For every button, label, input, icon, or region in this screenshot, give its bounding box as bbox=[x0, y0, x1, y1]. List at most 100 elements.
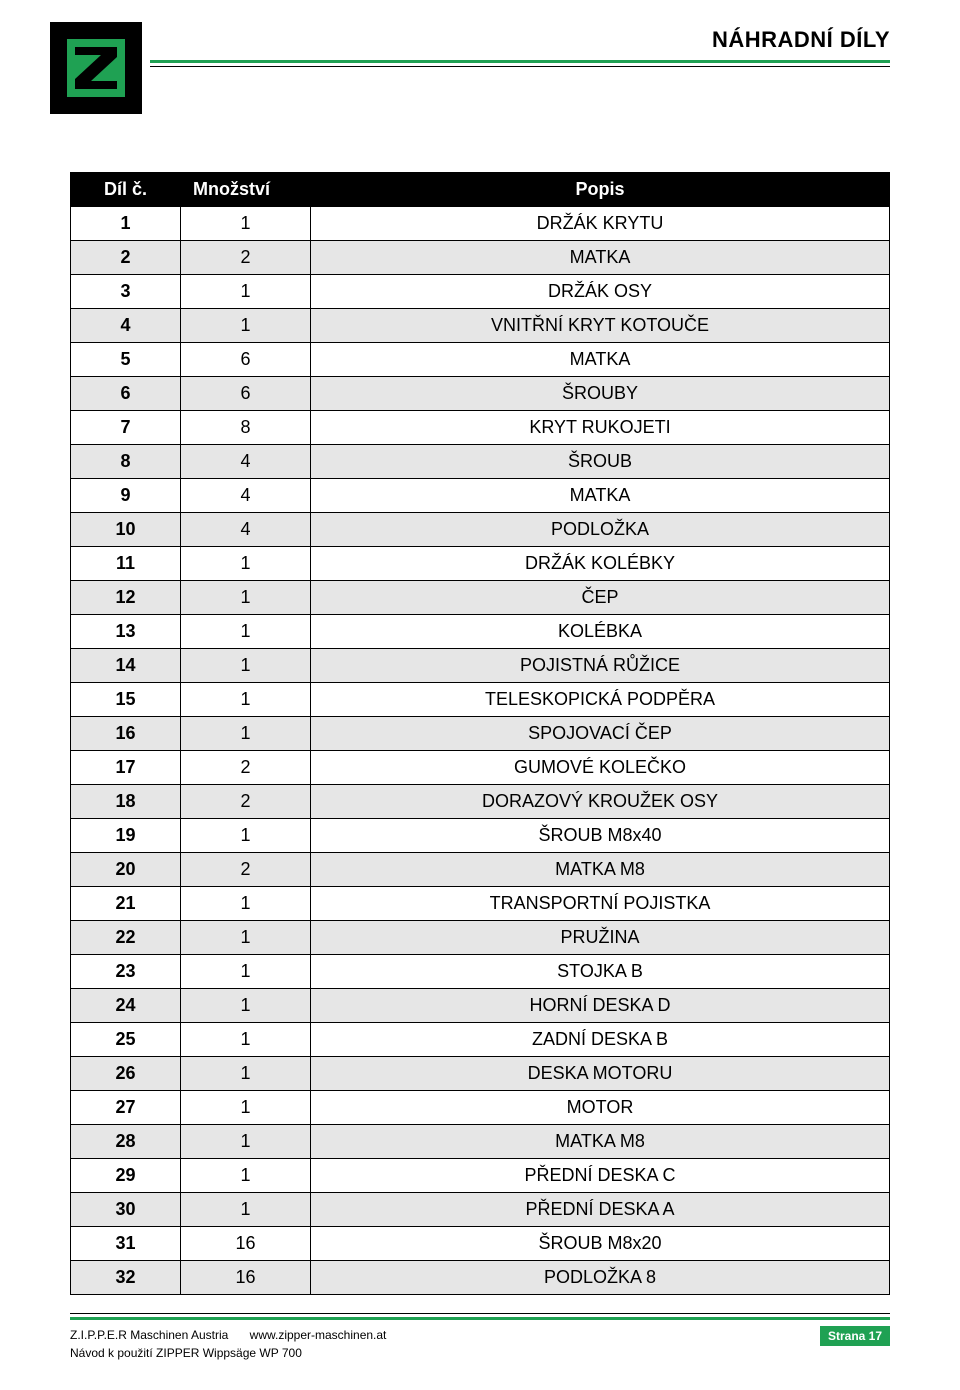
table-row: 291PŘEDNÍ DESKA C bbox=[71, 1159, 890, 1193]
header-rule-green bbox=[150, 60, 890, 63]
table-row: 94MATKA bbox=[71, 479, 890, 513]
cell-part-number: 29 bbox=[71, 1159, 181, 1193]
table-row: 281MATKA M8 bbox=[71, 1125, 890, 1159]
cell-description: PRUŽINA bbox=[311, 921, 890, 955]
cell-qty: 1 bbox=[181, 887, 311, 921]
cell-description: VNITŘNÍ KRYT KOTOUČE bbox=[311, 309, 890, 343]
cell-part-number: 22 bbox=[71, 921, 181, 955]
cell-description: DRŽÁK KOLÉBKY bbox=[311, 547, 890, 581]
cell-description: TELESKOPICKÁ PODPĚRA bbox=[311, 683, 890, 717]
cell-qty: 16 bbox=[181, 1227, 311, 1261]
table-row: 141POJISTNÁ RŮŽICE bbox=[71, 649, 890, 683]
cell-description: MATKA bbox=[311, 479, 890, 513]
cell-description: MATKA bbox=[311, 343, 890, 377]
cell-description: MATKA bbox=[311, 241, 890, 275]
table-row: 151TELESKOPICKÁ PODPĚRA bbox=[71, 683, 890, 717]
cell-description: MATKA M8 bbox=[311, 853, 890, 887]
footer-url: www.zipper-maschinen.at bbox=[250, 1328, 387, 1342]
cell-part-number: 7 bbox=[71, 411, 181, 445]
cell-part-number: 5 bbox=[71, 343, 181, 377]
table-row: 3116ŠROUB M8x20 bbox=[71, 1227, 890, 1261]
page-header: NÁHRADNÍ DÍLY bbox=[70, 32, 890, 142]
cell-qty: 1 bbox=[181, 207, 311, 241]
cell-qty: 1 bbox=[181, 309, 311, 343]
cell-part-number: 19 bbox=[71, 819, 181, 853]
cell-qty: 1 bbox=[181, 683, 311, 717]
cell-part-number: 16 bbox=[71, 717, 181, 751]
col-header-number: Díl č. bbox=[71, 173, 181, 207]
cell-description: SPOJOVACÍ ČEP bbox=[311, 717, 890, 751]
table-row: 104PODLOŽKA bbox=[71, 513, 890, 547]
footer-left: Z.I.P.P.E.R Maschinen Austria www.zipper… bbox=[70, 1326, 386, 1362]
cell-part-number: 24 bbox=[71, 989, 181, 1023]
cell-description: GUMOVÉ KOLEČKO bbox=[311, 751, 890, 785]
cell-part-number: 31 bbox=[71, 1227, 181, 1261]
cell-description: DORAZOVÝ KROUŽEK OSY bbox=[311, 785, 890, 819]
cell-part-number: 8 bbox=[71, 445, 181, 479]
cell-part-number: 17 bbox=[71, 751, 181, 785]
cell-qty: 1 bbox=[181, 547, 311, 581]
cell-description: DRŽÁK OSY bbox=[311, 275, 890, 309]
cell-part-number: 23 bbox=[71, 955, 181, 989]
table-row: 121ČEP bbox=[71, 581, 890, 615]
cell-part-number: 30 bbox=[71, 1193, 181, 1227]
cell-description: ŠROUB bbox=[311, 445, 890, 479]
cell-part-number: 12 bbox=[71, 581, 181, 615]
cell-description: KOLÉBKA bbox=[311, 615, 890, 649]
table-row: 221PRUŽINA bbox=[71, 921, 890, 955]
table-row: 271MOTOR bbox=[71, 1091, 890, 1125]
cell-qty: 2 bbox=[181, 785, 311, 819]
table-header: Díl č. Množství Popis bbox=[71, 173, 890, 207]
col-header-qty: Množství bbox=[181, 173, 311, 207]
cell-qty: 1 bbox=[181, 921, 311, 955]
cell-part-number: 25 bbox=[71, 1023, 181, 1057]
footer-row: Z.I.P.P.E.R Maschinen Austria www.zipper… bbox=[70, 1326, 890, 1362]
footer-rule-green bbox=[70, 1317, 890, 1320]
cell-description: POJISTNÁ RŮŽICE bbox=[311, 649, 890, 683]
cell-description: HORNÍ DESKA D bbox=[311, 989, 890, 1023]
cell-description: ŠROUBY bbox=[311, 377, 890, 411]
cell-description: ŠROUB M8x20 bbox=[311, 1227, 890, 1261]
cell-qty: 1 bbox=[181, 649, 311, 683]
cell-part-number: 18 bbox=[71, 785, 181, 819]
cell-description: ZADNÍ DESKA B bbox=[311, 1023, 890, 1057]
cell-part-number: 32 bbox=[71, 1261, 181, 1295]
table-row: 11DRŽÁK KRYTU bbox=[71, 207, 890, 241]
table-row: 22MATKA bbox=[71, 241, 890, 275]
table-row: 161SPOJOVACÍ ČEP bbox=[71, 717, 890, 751]
col-header-desc: Popis bbox=[311, 173, 890, 207]
footer-rule-black bbox=[70, 1313, 890, 1314]
table-row: 31DRŽÁK OSY bbox=[71, 275, 890, 309]
cell-part-number: 4 bbox=[71, 309, 181, 343]
cell-part-number: 14 bbox=[71, 649, 181, 683]
cell-part-number: 9 bbox=[71, 479, 181, 513]
page: NÁHRADNÍ DÍLY Díl č. Množství Popis 11DR… bbox=[0, 0, 960, 1390]
cell-qty: 1 bbox=[181, 275, 311, 309]
cell-part-number: 10 bbox=[71, 513, 181, 547]
cell-qty: 1 bbox=[181, 1193, 311, 1227]
cell-qty: 2 bbox=[181, 751, 311, 785]
page-footer: Z.I.P.P.E.R Maschinen Austria www.zipper… bbox=[70, 1313, 890, 1362]
cell-qty: 6 bbox=[181, 377, 311, 411]
cell-part-number: 20 bbox=[71, 853, 181, 887]
cell-qty: 1 bbox=[181, 1057, 311, 1091]
cell-qty: 1 bbox=[181, 989, 311, 1023]
cell-part-number: 6 bbox=[71, 377, 181, 411]
cell-description: TRANSPORTNÍ POJISTKA bbox=[311, 887, 890, 921]
cell-qty: 16 bbox=[181, 1261, 311, 1295]
cell-qty: 2 bbox=[181, 853, 311, 887]
table-row: 66ŠROUBY bbox=[71, 377, 890, 411]
table-row: 172GUMOVÉ KOLEČKO bbox=[71, 751, 890, 785]
cell-qty: 1 bbox=[181, 1159, 311, 1193]
cell-description: PŘEDNÍ DESKA A bbox=[311, 1193, 890, 1227]
cell-qty: 4 bbox=[181, 445, 311, 479]
cell-description: PODLOŽKA 8 bbox=[311, 1261, 890, 1295]
cell-description: STOJKA B bbox=[311, 955, 890, 989]
table-row: 231STOJKA B bbox=[71, 955, 890, 989]
table-row: 78KRYT RUKOJETI bbox=[71, 411, 890, 445]
section-title: NÁHRADNÍ DÍLY bbox=[712, 27, 890, 53]
cell-qty: 1 bbox=[181, 615, 311, 649]
cell-qty: 1 bbox=[181, 1023, 311, 1057]
table-row: 261DESKA MOTORU bbox=[71, 1057, 890, 1091]
header-rule-black bbox=[150, 66, 890, 67]
